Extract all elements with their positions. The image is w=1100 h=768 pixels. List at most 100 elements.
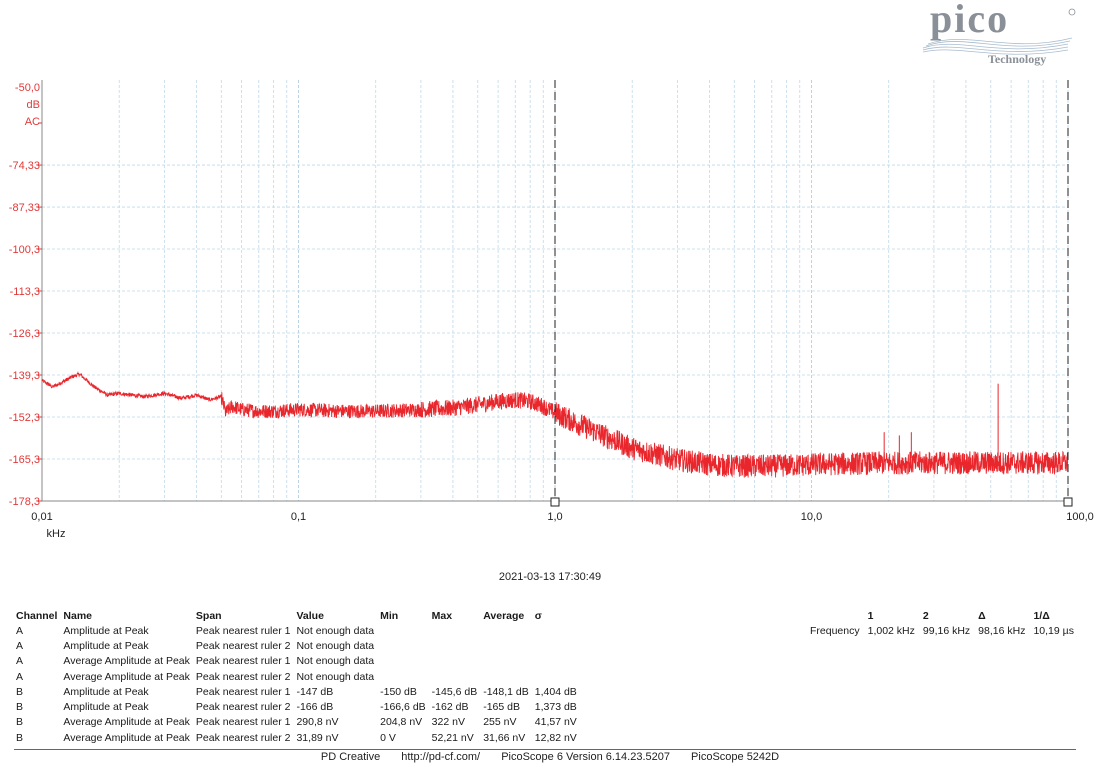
measurement-cell: -147 dB — [296, 685, 334, 698]
measurement-cell: B — [16, 731, 24, 744]
measurement-cell: 290,8 nV — [296, 716, 339, 729]
measurement-cell: Not enough data — [296, 639, 375, 652]
brand-subtitle: Technology — [988, 52, 1046, 66]
measurement-cell: Amplitude at Peak — [63, 624, 149, 637]
timestamp: 2021-03-13 17:30:49 — [498, 571, 602, 583]
measurements-col-header: Max — [431, 609, 453, 622]
rulers-row: Frequency 1,002 kHz 99,16 kHz 98,16 kHz 10,1… — [806, 623, 1078, 638]
rulers-col-header — [806, 608, 864, 623]
rulers-col-header: 1/Δ — [1033, 609, 1050, 622]
measurement-cell: Peak nearest ruler 1 — [195, 624, 291, 637]
footer-company: PD Creative — [320, 751, 381, 763]
footer-url[interactable]: http://pd-cf.com/ — [401, 751, 481, 763]
measurement-cell: Peak nearest ruler 2 — [195, 731, 291, 744]
measurement-cell — [378, 638, 430, 653]
measurement-row: B Amplitude at Peak Peak nearest ruler 1 -1… — [14, 684, 581, 699]
measurements-col-header: Value — [296, 609, 324, 622]
measurement-cell: B — [16, 685, 24, 698]
measurement-cell: Peak nearest ruler 1 — [195, 685, 291, 698]
measurement-cell — [481, 623, 533, 638]
y-top-label: AC — [25, 116, 40, 128]
measurement-row: B Average Amplitude at Peak Peak nearest r… — [14, 715, 581, 730]
rulers-col-header: 2 — [922, 609, 929, 622]
rulers-col-header: Δ — [978, 609, 986, 622]
measurement-cell: 1,404 dB — [534, 685, 577, 698]
measurements-col-header: σ — [534, 609, 542, 622]
rulers-col-header: 1 — [867, 609, 874, 622]
y-top-label: dB — [27, 99, 40, 111]
measurement-cell: Peak nearest ruler 1 — [195, 655, 291, 668]
measurement-cell: 322 nV — [431, 716, 465, 729]
measurement-cell: Peak nearest ruler 2 — [195, 701, 291, 714]
brand-name: pico — [930, 0, 1009, 41]
measurement-cell: Average Amplitude at Peak — [63, 655, 190, 668]
ruler-handle — [550, 497, 560, 507]
measurement-cell: A — [16, 655, 24, 668]
measurement-cell — [481, 654, 533, 669]
measurement-cell: B — [16, 716, 24, 729]
x-axis-labels: 0,01 0,1 1,0 10,0 100,0 kHz — [31, 511, 1093, 540]
measurement-cell — [378, 669, 430, 684]
pico-logo: pico Technology — [922, 0, 1076, 66]
rulers-cell: 10,19 µs — [1033, 624, 1074, 637]
y-tick-label: -100,3 — [9, 244, 40, 256]
measurement-cell: B — [16, 701, 24, 714]
measurement-cell: -148,1 dB — [483, 685, 529, 698]
ruler-layer — [550, 80, 1073, 507]
measurement-cell: Amplitude at Peak — [63, 685, 149, 698]
measurement-cell: Peak nearest ruler 1 — [195, 716, 291, 729]
y-axis-labels: -178,3 -165,3 -152,3 -139,3 -126,3 -113,3 -100… — [9, 82, 42, 508]
measurement-cell — [430, 638, 482, 653]
measurement-cell: -166 dB — [296, 701, 334, 714]
y-tick-label: -74,33 — [9, 160, 40, 172]
x-tick-label: 10,0 — [801, 511, 822, 523]
measurement-cell — [533, 638, 581, 653]
measurements-header: Channel Name Span Value Min Max Average σ — [14, 608, 581, 623]
rulers-cell: 98,16 kHz — [978, 624, 1026, 637]
measurement-cell: Average Amplitude at Peak — [63, 716, 190, 729]
measurement-row: A Amplitude at Peak Peak nearest ruler 2 No… — [14, 638, 581, 653]
measurement-cell: Not enough data — [296, 670, 375, 683]
measurement-row: B Average Amplitude at Peak Peak nearest r… — [14, 730, 581, 745]
measurement-cell — [533, 654, 581, 669]
measurements-table: Channel Name Span Value Min Max Average σ A Ampl… — [14, 608, 581, 745]
x-unit-label: kHz — [47, 528, 66, 540]
measurements-col-header: Min — [380, 609, 399, 622]
measurement-cell: Not enough data — [296, 655, 375, 668]
measurement-cell: Average Amplitude at Peak — [63, 731, 190, 744]
y-tick-label: -139,3 — [9, 370, 40, 382]
measurement-cell: 41,57 nV — [534, 716, 577, 729]
measurement-row: A Average Amplitude at Peak Peak nearest r… — [14, 669, 581, 684]
measurements-col-header: Average — [483, 609, 525, 622]
footer-divider — [14, 749, 1076, 750]
measurement-cell — [430, 669, 482, 684]
measurements-col-header: Span — [195, 609, 222, 622]
measurement-cell: A — [16, 670, 24, 683]
rulers-cell: 1,002 kHz — [867, 624, 915, 637]
rulers-header: 1 2 Δ 1/Δ — [806, 608, 1078, 623]
measurement-cell — [533, 623, 581, 638]
y-tick-label: -152,3 — [9, 412, 40, 424]
measurement-cell: A — [16, 639, 24, 652]
footer-device: PicoScope 5242D — [691, 751, 780, 763]
measurement-cell: Amplitude at Peak — [63, 701, 149, 714]
measurement-cell: A — [16, 624, 24, 637]
rulers-table: 1 2 Δ 1/Δ Frequency 1,002 kHz 99,16 kHz 98,16 … — [806, 608, 1078, 638]
measurement-cell — [430, 654, 482, 669]
measurement-cell: 0 V — [380, 731, 396, 744]
measurement-cell — [378, 654, 430, 669]
footer-version: PicoScope 6 Version 6.14.23.5207 — [501, 751, 670, 763]
y-tick-label: -113,3 — [10, 286, 40, 298]
spectrum-chart: -178,3 -165,3 -152,3 -139,3 -126,3 -113,3 -100… — [9, 80, 1094, 540]
measurement-cell: 204,8 nV — [380, 716, 423, 729]
measurement-cell: 255 nV — [483, 716, 517, 729]
measurement-cell: 31,89 nV — [296, 731, 339, 744]
ruler-handle — [1063, 497, 1073, 507]
measurement-cell: Amplitude at Peak — [63, 639, 149, 652]
x-tick-label: 0,1 — [291, 511, 306, 523]
measurement-row: A Average Amplitude at Peak Peak nearest r… — [14, 654, 581, 669]
measurements-col-header: Channel — [16, 609, 58, 622]
measurement-cell — [533, 669, 581, 684]
x-tick-label: 0,01 — [31, 511, 52, 523]
measurement-cell: -162 dB — [431, 701, 469, 714]
